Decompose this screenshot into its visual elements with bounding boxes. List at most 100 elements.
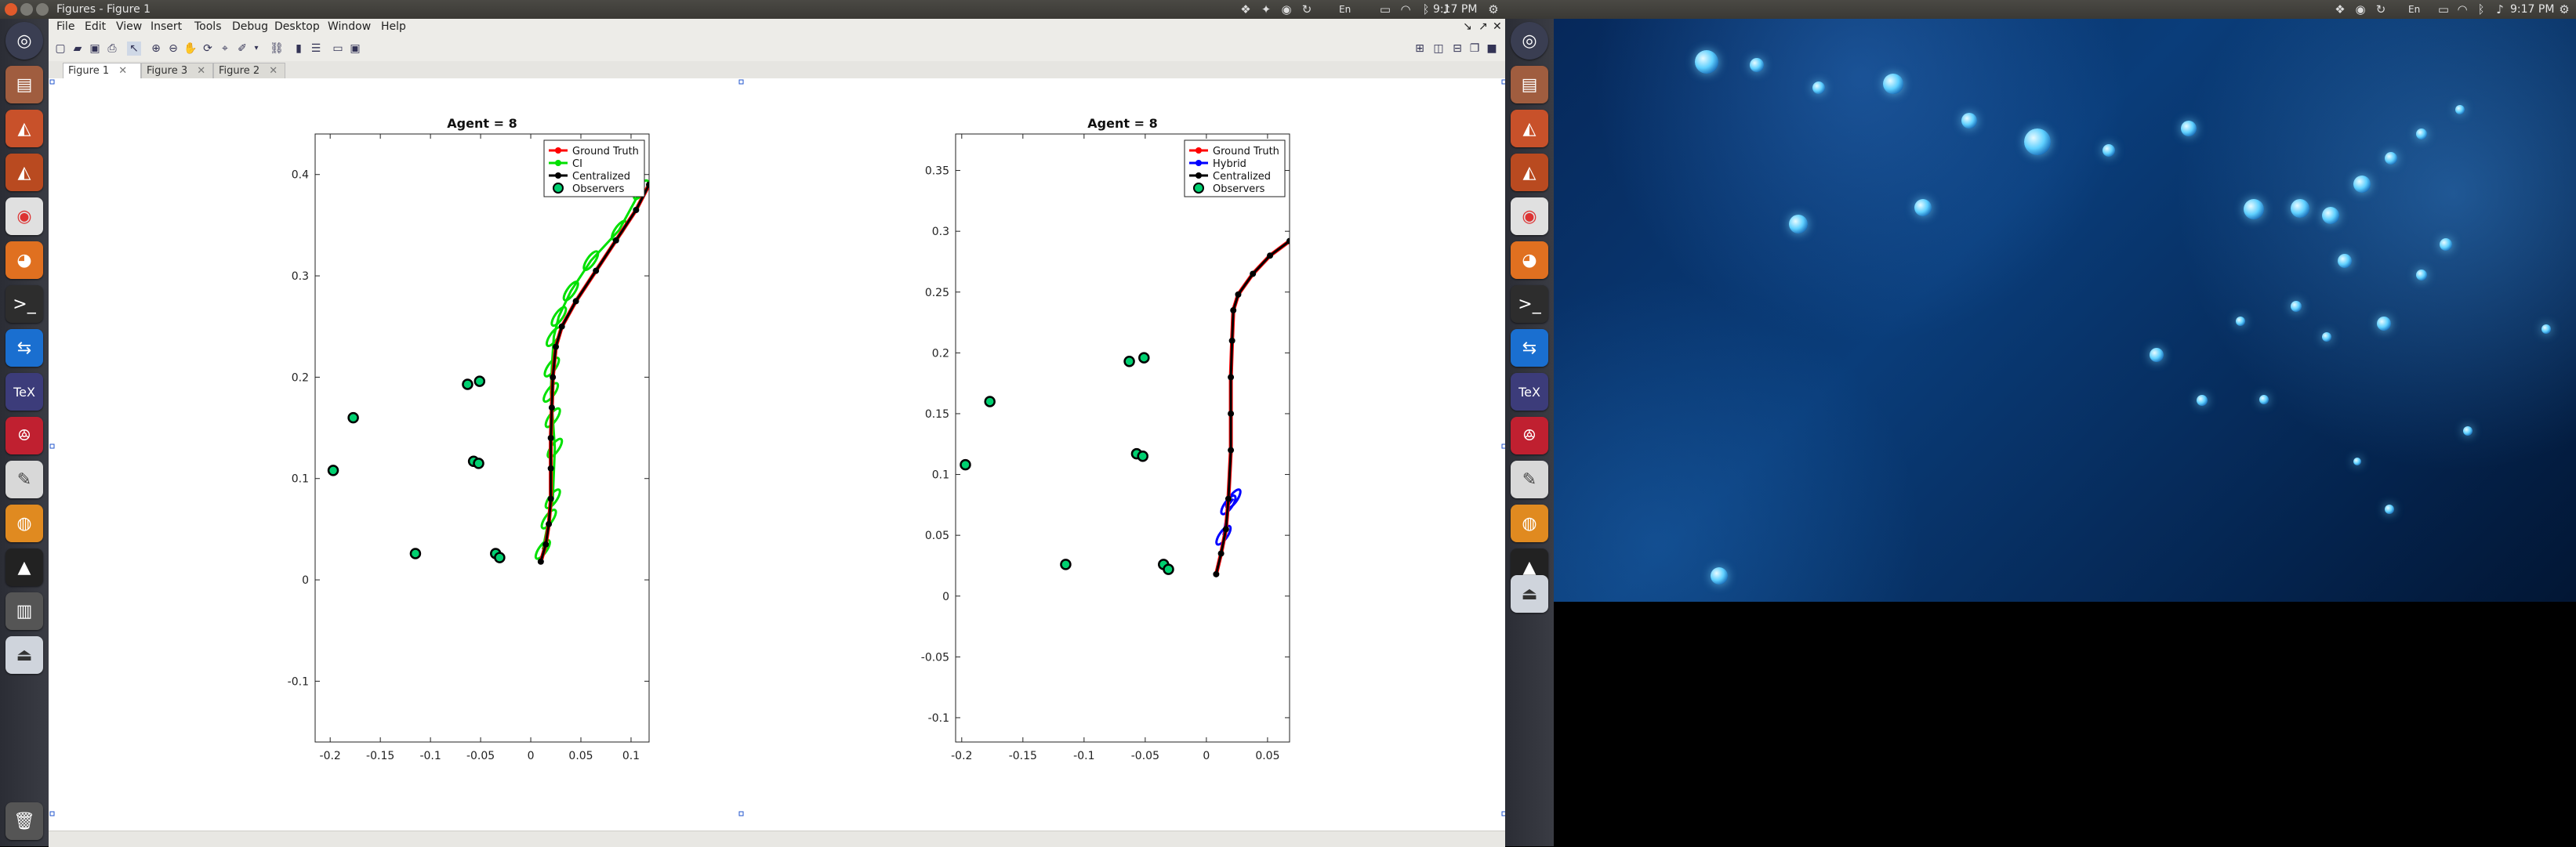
layout-rows-icon[interactable]: ⊟ (1453, 42, 1462, 55)
observer-point (960, 458, 971, 471)
zoom-in-icon[interactable]: ⊕ (151, 42, 161, 55)
centralized-point (558, 323, 565, 330)
files-right-icon[interactable]: ▤ (1511, 66, 1548, 103)
chrome-icon[interactable]: ◉ (5, 197, 43, 235)
text-editor-icon[interactable]: ✎ (5, 461, 43, 498)
clock-left[interactable]: 9:17 PM (1433, 3, 1478, 16)
wifi-icon[interactable]: ◠ (1400, 2, 1411, 16)
teamviewer-icon[interactable]: ⇆ (5, 329, 43, 367)
menu-debug[interactable]: Debug (232, 20, 269, 33)
gear-icon[interactable]: ⚙ (1488, 2, 1499, 16)
dropbox-icon[interactable]: ❖ (1240, 2, 1251, 16)
menu-desktop[interactable]: Desktop (274, 20, 320, 33)
save-icon[interactable]: ▣ (89, 42, 100, 55)
wifi-right-icon[interactable]: ◠ (2457, 2, 2468, 16)
rotate-icon[interactable]: ⟳ (203, 42, 212, 55)
hide-plot-tools-icon[interactable]: ▭ (332, 42, 343, 55)
mendeley-icon[interactable]: ꔮ (5, 417, 43, 454)
teamviewer-right-icon[interactable]: ⇆ (1511, 329, 1548, 367)
drive-icon[interactable]: ⏏ (5, 636, 43, 674)
clock-right[interactable]: 9:17 PM (2510, 3, 2555, 16)
minimize-window-button[interactable] (20, 3, 33, 16)
brush-dropdown-icon[interactable]: ▾ (254, 44, 259, 52)
tab-figure-3[interactable]: Figure 3 ✕ (141, 63, 213, 78)
pan-icon[interactable]: ✋ (183, 42, 198, 55)
zoom-out-icon[interactable]: ⊖ (169, 42, 178, 55)
sync-right-icon[interactable]: ↻ (2375, 2, 2386, 16)
colorbar-icon[interactable]: ▮ (296, 42, 302, 55)
blender-right-icon[interactable]: ◍ (1511, 505, 1548, 542)
menu-edit[interactable]: Edit (85, 20, 107, 33)
terminal-right-icon[interactable]: >_ (1511, 285, 1548, 323)
maximize-layout-icon[interactable]: ■ (1486, 42, 1497, 55)
firefox-icon[interactable]: ◕ (5, 241, 43, 279)
tab-figure-2[interactable]: Figure 2 ✕ (213, 63, 285, 78)
legend-icon[interactable]: ☰ (310, 42, 321, 55)
menu-window[interactable]: Window (328, 20, 372, 33)
layout-columns-icon[interactable]: ◫ (1433, 42, 1444, 55)
files-2-icon[interactable]: ▥ (5, 592, 43, 630)
terminal-icon[interactable]: >_ (5, 285, 43, 323)
figure-canvas[interactable]: Agent = 8 -0.2 -0.15 -0.1 -0.05 0 0.05 0.1 -0.1 0… (49, 78, 1507, 831)
dock-icon[interactable]: ↗ (1478, 20, 1488, 33)
volume-icon[interactable]: ♪ (1442, 2, 1450, 16)
trash-icon[interactable]: 🗑 (5, 802, 43, 840)
battery-right-icon[interactable]: ▭ (2437, 2, 2450, 16)
ubuntu-dash-right-icon[interactable]: ◎ (1511, 22, 1548, 60)
matlab-2-right-icon[interactable]: ◭ (1511, 154, 1548, 191)
firefox-right-icon[interactable]: ◕ (1511, 241, 1548, 279)
print-icon[interactable]: ⎙ (107, 42, 117, 55)
bluetooth-right-icon[interactable]: ᛒ (2477, 2, 2485, 16)
matlab-2-icon[interactable]: ◭ (5, 154, 43, 191)
menu-view[interactable]: View (116, 20, 143, 33)
undock-icon[interactable]: ↘ (1463, 20, 1472, 33)
close-tab-icon[interactable]: ✕ (197, 65, 206, 77)
volume-right-icon[interactable]: ♪ (2496, 2, 2504, 16)
bluetooth-icon[interactable]: ᛒ (1422, 2, 1430, 16)
inkscape-icon[interactable]: ▲ (5, 548, 43, 586)
drive-right-icon[interactable]: ⏏ (1511, 575, 1548, 613)
menu-tools[interactable]: Tools (194, 20, 222, 33)
show-plot-tools-icon[interactable]: ▣ (350, 42, 361, 55)
chrome-right-launcher-icon[interactable]: ◉ (1511, 197, 1548, 235)
chart-2: Agent = 8 -0.2 -0.15 -0.1 -0.05 0 0.05 -0.1 -0.0… (921, 116, 1290, 762)
matlab-right-icon[interactable]: ◭ (1511, 110, 1548, 147)
water-droplet (2244, 199, 2264, 219)
data-cursor-icon[interactable]: ⌖ (222, 42, 228, 55)
brush-icon[interactable]: ✐ (238, 42, 247, 55)
open-file-icon[interactable]: ▰ (73, 42, 82, 55)
text-editor-right-icon[interactable]: ✎ (1511, 461, 1548, 498)
link-plot-icon[interactable]: ⛓ (270, 42, 284, 55)
dropbox-2-icon[interactable]: ✦ (1261, 2, 1272, 16)
close-window-button[interactable] (5, 3, 17, 16)
sync-icon[interactable]: ↻ (1301, 2, 1312, 16)
water-droplet (2463, 426, 2473, 436)
chrome-right-icon[interactable]: ◉ (2355, 2, 2366, 16)
files-icon[interactable]: ▤ (5, 66, 43, 103)
keyboard-layout-right[interactable]: En (2408, 4, 2421, 15)
float-layout-icon[interactable]: ❐ (1469, 42, 1480, 55)
matlab-icon[interactable]: ◭ (5, 110, 43, 147)
menu-insert[interactable]: Insert (151, 20, 183, 33)
dropbox-right-icon[interactable]: ❖ (2335, 2, 2346, 16)
new-figure-icon[interactable]: ▢ (55, 42, 66, 55)
mendeley-right-icon[interactable]: ꔮ (1511, 417, 1548, 454)
close-figure-icon[interactable]: ✕ (1493, 20, 1502, 33)
chrome-tray-icon[interactable]: ◉ (1281, 2, 1292, 16)
gear-right-icon[interactable]: ⚙ (2559, 2, 2570, 16)
close-tab-icon[interactable]: ✕ (118, 65, 128, 77)
close-tab-icon[interactable]: ✕ (269, 65, 278, 77)
menu-file[interactable]: File (56, 20, 75, 33)
edit-plot-icon[interactable]: ↖ (127, 42, 141, 56)
texmaker-right-icon[interactable]: TeX (1511, 373, 1548, 411)
battery-icon[interactable]: ▭ (1379, 2, 1391, 16)
blender-icon[interactable]: ◍ (5, 505, 43, 542)
texmaker-icon[interactable]: TeX (5, 373, 43, 411)
tile-layout-icon[interactable]: ⊞ (1415, 42, 1424, 55)
ubuntu-dash-icon[interactable]: ◎ (5, 22, 43, 60)
keyboard-layout-left[interactable]: En (1339, 4, 1351, 15)
x-tick-label: 0.05 (1255, 750, 1279, 762)
maximize-window-button[interactable] (36, 3, 49, 16)
tab-figure-1[interactable]: Figure 1 ✕ (63, 63, 141, 78)
menu-help[interactable]: Help (381, 20, 406, 33)
